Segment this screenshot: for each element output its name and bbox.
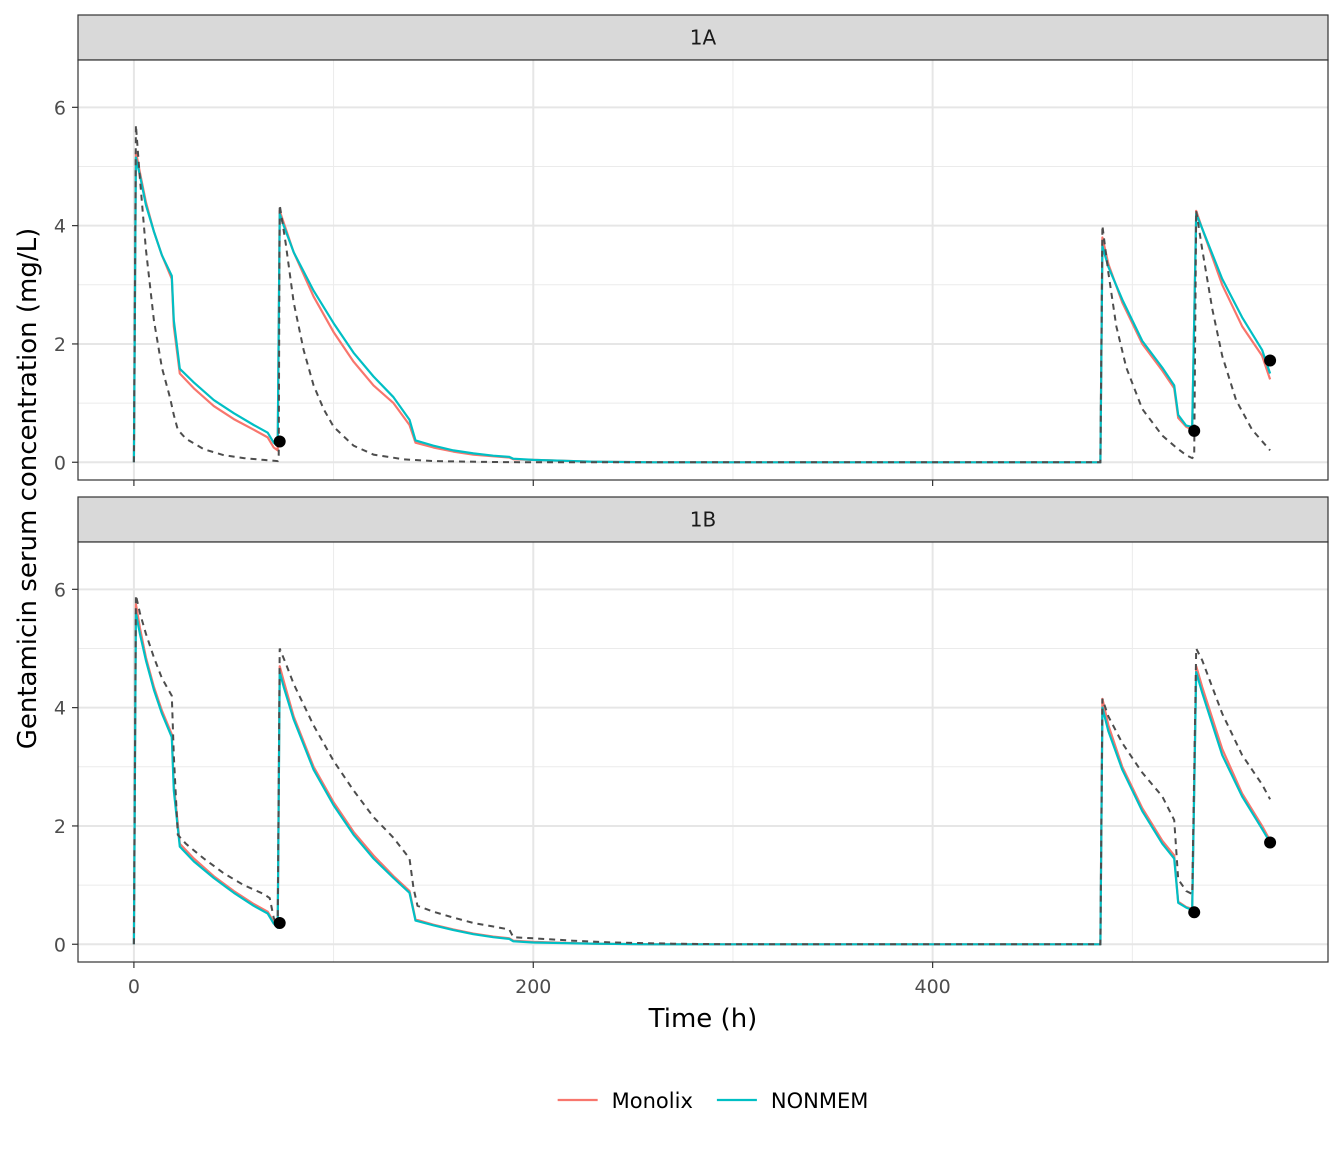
plot-area-1B bbox=[78, 542, 1328, 962]
y-tick-label: 4 bbox=[54, 698, 66, 720]
strip-label-1B: 1B bbox=[690, 508, 716, 532]
observation-point bbox=[1264, 354, 1277, 367]
y-tick-label: 6 bbox=[54, 97, 66, 119]
strip-1B bbox=[77, 496, 1329, 543]
y-tick-label: 0 bbox=[54, 452, 66, 474]
legend: Monolix NONMEM bbox=[557, 1089, 868, 1113]
observation-point bbox=[1188, 424, 1201, 437]
dashed-line-1B bbox=[132, 594, 1271, 946]
strip-1A bbox=[77, 14, 1329, 61]
dashed-line-1A bbox=[132, 125, 1271, 464]
y-tick-label: 2 bbox=[54, 334, 66, 356]
strip-label-1A: 1A bbox=[690, 26, 717, 50]
panel-border-1A bbox=[77, 59, 1329, 481]
y-tick-label: 0 bbox=[54, 934, 66, 956]
x-tick-label: 0 bbox=[128, 976, 140, 998]
plot-area-1A bbox=[78, 60, 1328, 480]
x-tick-label: 200 bbox=[515, 976, 551, 998]
series-line-nonmem-1A bbox=[132, 156, 1272, 464]
y-tick-label: 4 bbox=[54, 216, 66, 238]
panel-1A: 1A 0 2 4 6 bbox=[54, 14, 1329, 486]
panel-1B: 1B 0 2 4 6 0 200 400 bbox=[54, 496, 1329, 998]
legend-label: NONMEM bbox=[771, 1089, 868, 1113]
legend-label: Monolix bbox=[612, 1089, 693, 1113]
observation-point bbox=[1264, 836, 1277, 849]
x-tick-label: 400 bbox=[914, 976, 950, 998]
y-tick-label: 6 bbox=[54, 579, 66, 601]
observation-point bbox=[273, 435, 286, 448]
observation-point bbox=[1188, 906, 1201, 919]
y-tick-label: 2 bbox=[54, 816, 66, 838]
observation-point bbox=[273, 916, 286, 929]
panel-border-1B bbox=[77, 541, 1329, 963]
series-line-nonmem-1B bbox=[132, 611, 1272, 946]
y-axis-title: Gentamicin serum concentration (mg/L) bbox=[13, 228, 43, 750]
x-axis-title: Time (h) bbox=[648, 1004, 758, 1034]
